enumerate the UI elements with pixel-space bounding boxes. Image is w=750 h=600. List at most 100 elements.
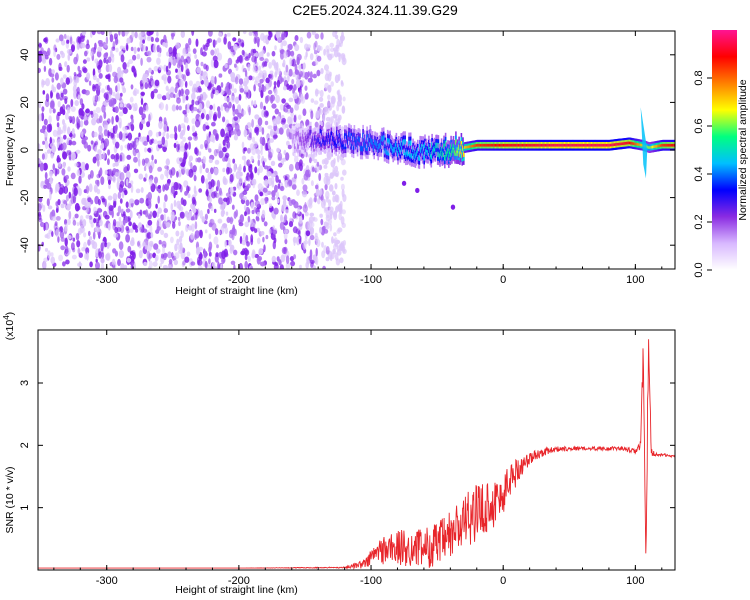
noise-speckle: [237, 38, 241, 43]
noise-speckle: [335, 34, 339, 40]
noise-speckle: [155, 229, 160, 234]
noise-speckle: [330, 159, 336, 168]
ridge-cell: [648, 146, 651, 149]
noise-speckle: [261, 209, 266, 219]
noise-speckle: [110, 154, 116, 160]
noise-speckle: [38, 197, 43, 203]
noise-speckle: [304, 55, 307, 60]
ridge-cell: [625, 141, 628, 145]
noise-speckle: [43, 261, 47, 269]
noise-speckle: [339, 94, 342, 103]
noise-speckle: [165, 103, 169, 111]
noise-speckle: [119, 198, 123, 204]
noise-speckle: [187, 125, 190, 131]
noise-speckle: [286, 83, 290, 90]
noise-speckle: [289, 107, 294, 114]
ridge-cell: [658, 144, 660, 148]
noise-speckle: [39, 162, 45, 172]
noise-speckle: [113, 233, 119, 238]
noise-speckle: [249, 219, 254, 228]
noise-speckle: [200, 61, 204, 67]
noise-speckle: [185, 68, 190, 77]
noise-speckle: [118, 70, 122, 80]
noise-speckle: [44, 36, 49, 44]
noise-speckle: [95, 261, 100, 269]
noise-speckle: [208, 197, 212, 203]
noise-speckle: [102, 210, 108, 218]
noise-speckle: [292, 92, 298, 100]
noise-speckle: [148, 31, 154, 35]
ridge-cell: [310, 129, 312, 136]
ridge-cell: [496, 143, 498, 147]
noise-speckle: [116, 133, 120, 138]
noise-speckle: [269, 70, 274, 75]
noise-speckle: [270, 173, 276, 178]
noise-speckle: [252, 31, 255, 34]
noise-speckle: [125, 178, 129, 187]
noise-speckle: [150, 80, 156, 87]
noise-speckle: [175, 68, 178, 73]
noise-speckle: [293, 114, 297, 123]
noise-speckle: [214, 89, 219, 96]
noise-speckle: [92, 85, 97, 92]
noise-speckle: [91, 118, 97, 126]
noise-speckle: [94, 42, 97, 50]
noise-speckle: [291, 58, 296, 67]
noise-speckle: [162, 245, 166, 255]
snr-y-tick-label: 3: [19, 380, 31, 386]
noise-speckle: [244, 56, 250, 61]
noise-speckle: [38, 213, 42, 220]
ridge-cell: [594, 143, 597, 147]
noise-speckle: [340, 35, 344, 44]
noise-speckle: [165, 92, 170, 100]
noise-speckle: [314, 232, 318, 238]
noise-speckle: [158, 239, 162, 245]
noise-speckle: [294, 155, 299, 164]
noise-speckle: [188, 37, 192, 46]
noise-speckle: [135, 188, 141, 194]
noise-speckle: [314, 88, 319, 97]
noise-speckle: [38, 43, 42, 48]
noise-speckle: [39, 128, 45, 133]
noise-speckle: [253, 52, 259, 58]
noise-speckle: [47, 250, 51, 259]
noise-speckle: [66, 107, 71, 114]
noise-speckle: [205, 183, 209, 190]
noise-speckle: [228, 101, 232, 109]
noise-speckle: [295, 97, 301, 105]
noise-speckle: [146, 134, 150, 143]
noise-speckle: [218, 230, 221, 235]
noise-speckle: [160, 229, 165, 235]
noise-speckle: [227, 57, 233, 66]
ridge-cell: [325, 136, 328, 142]
noise-speckle: [273, 81, 277, 87]
noise-speckle: [149, 139, 153, 146]
noise-speckle: [338, 42, 342, 47]
noise-speckle: [238, 163, 242, 173]
noise-speckle: [253, 32, 256, 37]
noise-speckle: [233, 163, 237, 173]
noise-speckle: [286, 140, 290, 146]
noise-speckle: [65, 112, 69, 120]
noise-speckle: [202, 156, 207, 164]
noise-speckle: [239, 171, 243, 177]
noise-speckle: [155, 131, 159, 138]
noise-speckle: [56, 122, 60, 128]
noise-speckle: [219, 204, 225, 211]
noise-speckle: [75, 149, 81, 154]
noise-speckle: [122, 62, 127, 70]
noise-speckle: [322, 225, 326, 231]
noise-speckle: [94, 226, 100, 232]
noise-speckle: [254, 166, 258, 174]
noise-speckle: [216, 244, 219, 249]
ridge-cell: [371, 139, 374, 145]
noise-speckle: [261, 127, 265, 135]
noise-speckle: [94, 94, 99, 103]
noise-speckle: [85, 108, 90, 114]
noise-speckle: [263, 158, 267, 163]
noise-speckle: [238, 177, 243, 184]
colorbar-tick-label: 0.2: [693, 214, 705, 229]
noise-speckle: [277, 198, 280, 204]
noise-speckle: [287, 43, 293, 51]
noise-speckle: [96, 188, 101, 195]
